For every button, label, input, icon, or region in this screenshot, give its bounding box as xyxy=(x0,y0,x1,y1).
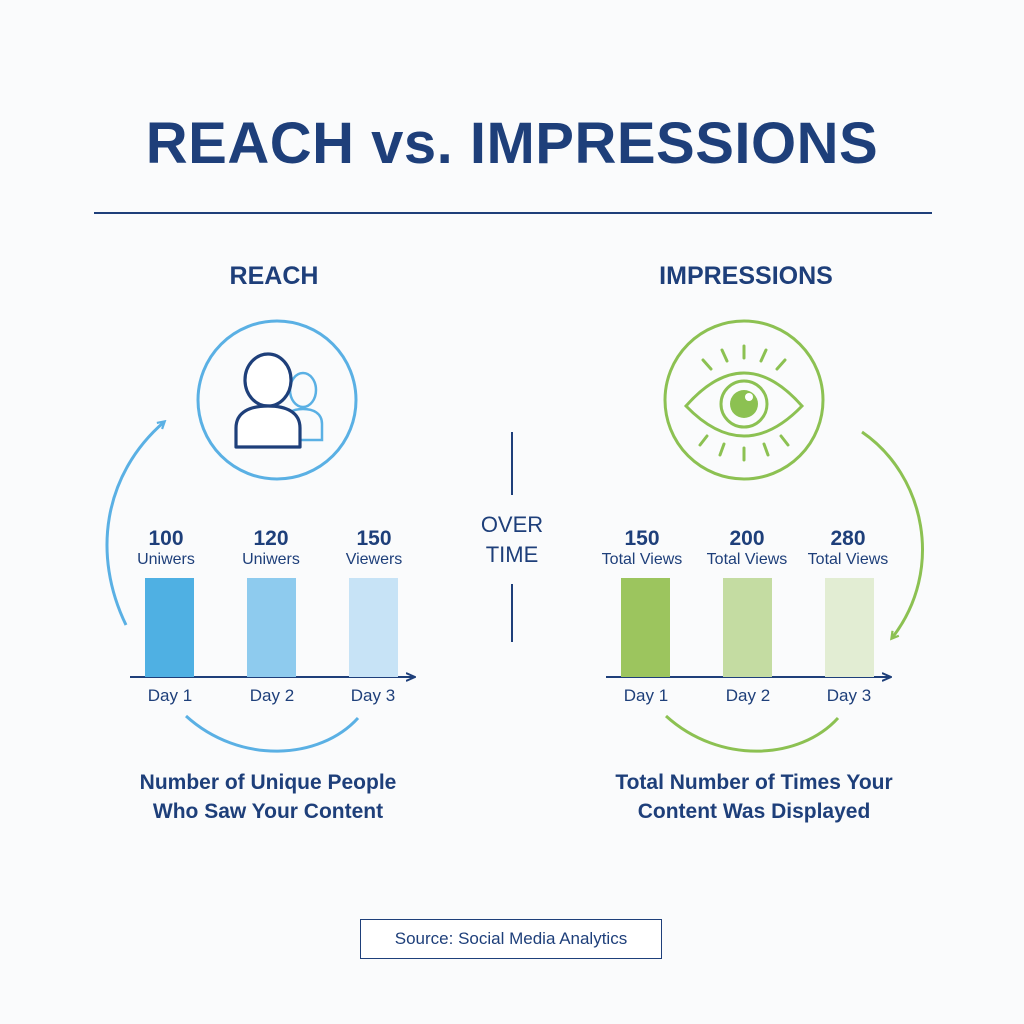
reach-bar-3 xyxy=(349,578,398,677)
impressions-day-2: Day 2 xyxy=(725,686,771,705)
impressions-description-line-2: Content Was Displayed xyxy=(637,800,871,823)
reach-day-2: Day 2 xyxy=(249,686,295,705)
impressions-bar-1 xyxy=(621,578,670,677)
reach-day-3: Day 3 xyxy=(350,686,396,705)
over-time-line-2: TIME xyxy=(485,542,539,567)
impressions-bar-1-unit: Total Views xyxy=(601,551,683,568)
impressions-icon-circle xyxy=(663,319,825,481)
reach-panel-graphics xyxy=(105,319,414,753)
reach-bar-3-value: 150 xyxy=(356,527,392,550)
impressions-cycle-arrow xyxy=(861,430,924,638)
impressions-bar-2-unit: Total Views xyxy=(706,551,788,568)
impressions-description: Total Number of Times Your Content Was D… xyxy=(554,768,954,826)
impressions-day-3: Day 3 xyxy=(826,686,872,705)
eye-icon xyxy=(683,344,805,462)
reach-bar-3-unit: Viewers xyxy=(345,551,403,568)
bar-layer xyxy=(145,578,874,677)
source-box: Source: Social Media Analytics xyxy=(360,919,662,959)
reach-icon-circle xyxy=(196,319,358,481)
impressions-bottom-arc xyxy=(664,714,840,753)
impressions-heading: IMPRESSIONS xyxy=(659,262,833,290)
reach-bar-2 xyxy=(247,578,296,677)
reach-bar-2-unit: Uniwers xyxy=(242,551,300,568)
people-icon xyxy=(234,352,324,449)
impressions-bar-1-value: 150 xyxy=(624,527,660,550)
reach-description-line-1: Number of Unique People xyxy=(139,771,397,794)
impressions-day-1: Day 1 xyxy=(623,686,669,705)
title-divider xyxy=(94,212,932,214)
impressions-bar-2-value: 200 xyxy=(729,527,765,550)
reach-description-line-2: Who Saw Your Content xyxy=(152,800,384,823)
reach-bottom-arc xyxy=(184,714,360,753)
impressions-description-line-1: Total Number of Times Your xyxy=(615,771,893,794)
impressions-bar-3-value: 280 xyxy=(830,527,866,550)
impressions-bar-3-unit: Total Views xyxy=(807,551,889,568)
reach-bar-1 xyxy=(145,578,194,677)
reach-bar-1-unit: Uniwers xyxy=(137,551,195,568)
page-title: REACH vs. IMPRESSIONS xyxy=(145,111,879,176)
impressions-bar-3 xyxy=(825,578,874,677)
reach-day-1: Day 1 xyxy=(147,686,193,705)
impressions-bar-2 xyxy=(723,578,772,677)
over-time-line-1: OVER xyxy=(480,512,544,537)
reach-heading: REACH xyxy=(229,262,319,290)
over-time-label: OVER TIME xyxy=(452,510,572,570)
reach-bar-1-value: 100 xyxy=(148,527,184,550)
reach-cycle-arrow xyxy=(105,422,164,626)
reach-description: Number of Unique People Who Saw Your Con… xyxy=(68,768,468,826)
reach-bar-2-value: 120 xyxy=(253,527,289,550)
